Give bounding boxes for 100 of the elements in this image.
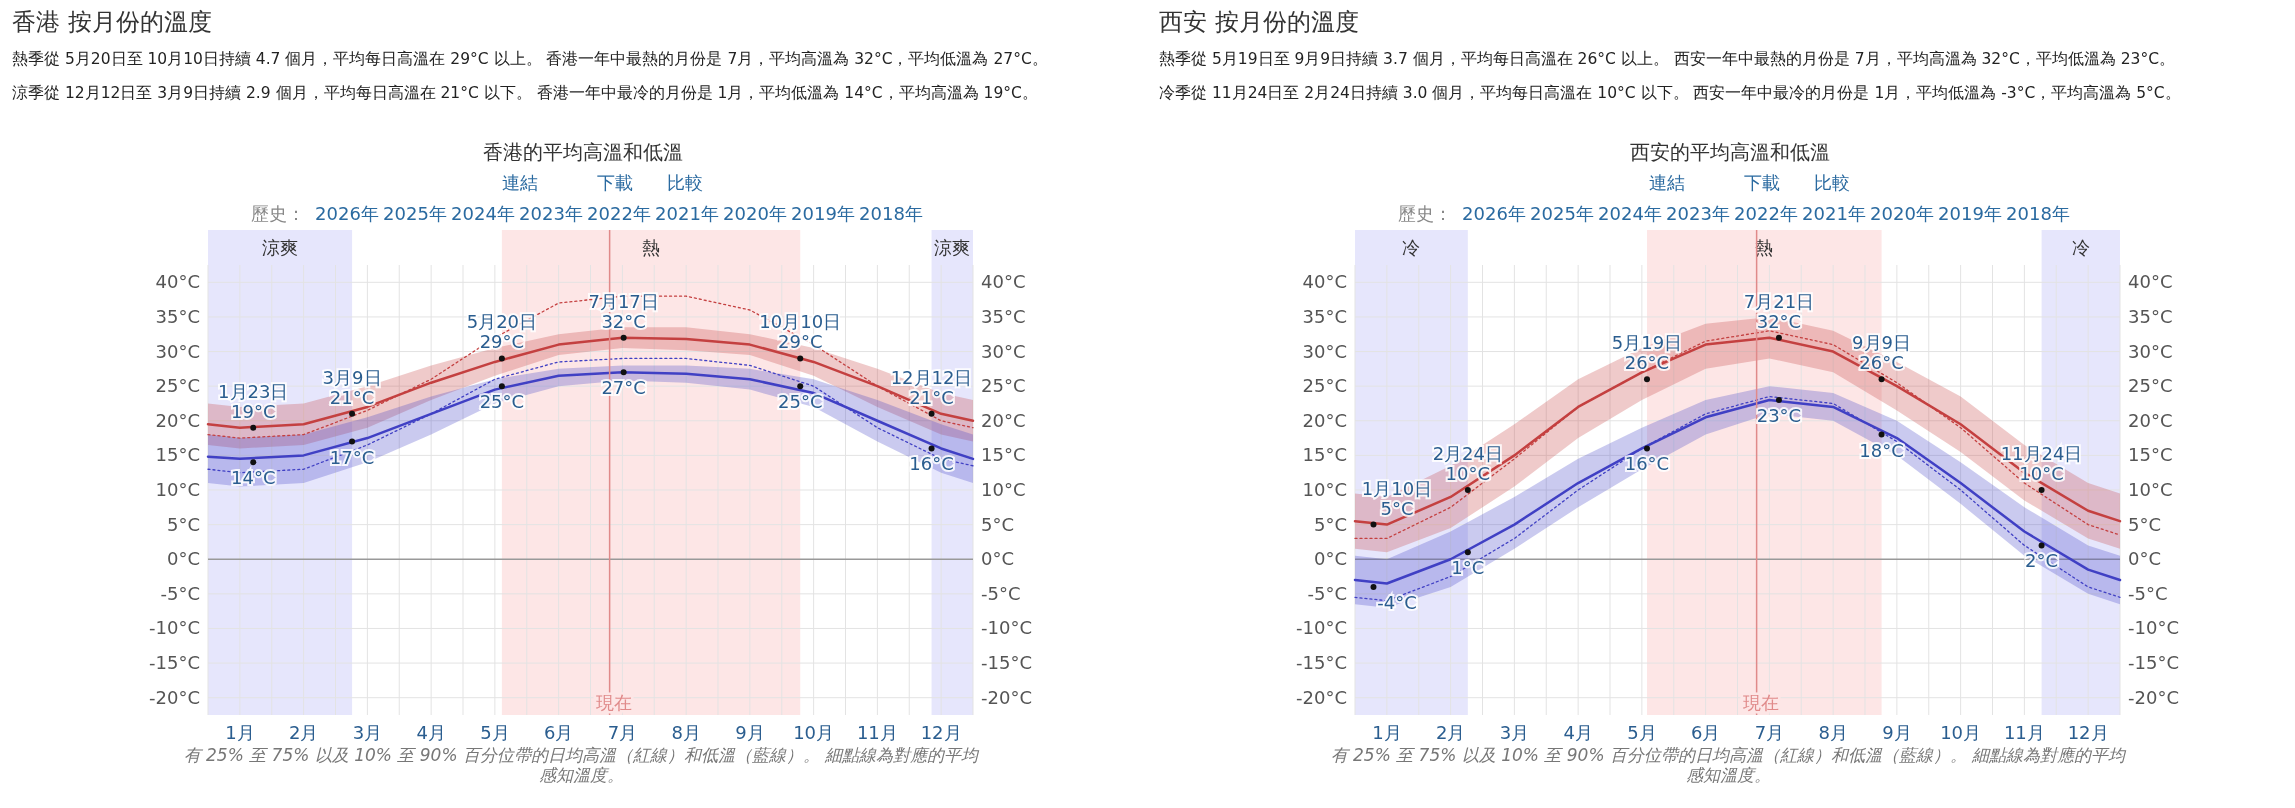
y2-tick-label: 30°C [981,340,1026,362]
y2-tick-label: 10°C [2128,479,2173,500]
text: 連結 [502,172,538,194]
y2-tick-label: 20°C [2128,409,2173,431]
y2-tick-label: 10°C [981,479,1026,500]
text: 2020年 [723,203,787,225]
x-tick-label: 11月 [856,722,898,743]
text: 比較 [1814,172,1850,194]
x-tick-label: 8月 [1818,722,1848,743]
y-tick-label: 30°C [1302,340,1347,362]
y2-tick-label: -5°C [981,582,1021,604]
x-tick-label: 5月 [1627,722,1657,743]
y-tick-label: 30°C [155,340,200,362]
x-tick-label: 12月 [2067,722,2109,743]
annotation: 16°C [1624,453,1670,475]
y2-tick-label: -10°C [2128,617,2179,639]
annotation: 27°C [601,377,646,399]
x-tick-label: 12月 [920,722,962,743]
y2-tick-label: 15°C [981,444,1026,466]
text: 2021年 [1802,203,1866,225]
text: 2026年 [315,203,379,225]
text: 下載 [1744,172,1780,194]
y-tick-label: -10°C [1296,617,1347,639]
text: 2023年 [1666,203,1730,225]
x-tick-label: 9月 [1882,722,1912,743]
x-tick-label: 7月 [607,722,638,743]
annotation: 23°C [1756,405,1802,426]
x-tick-label: 6月 [1690,722,1721,743]
text: 2022年 [587,203,651,225]
annotation: 25°C [778,391,823,413]
y2-tick-label: -15°C [981,652,1032,674]
band-label: 冷 [1402,237,1421,258]
y2-tick-label: 25°C [981,375,1026,397]
y2-tick-label: 15°C [2128,444,2173,466]
band-label: 冷 [2071,237,2090,258]
y2-tick-label: -20°C [2128,686,2179,708]
x-tick-label: 11月 [2003,722,2045,743]
y2-tick-label: 20°C [981,409,1026,431]
text: 有 25% 至 75% 以及 10% 至 90% 百分位帶的日均高溫（紅線）和低溫（藍線）。 細點線為對應的平均感知溫度。 [1329,745,2127,786]
y-tick-label: -5°C [160,582,200,604]
y-tick-label: 25°C [1302,375,1347,397]
text: 有 25% 至 75% 以及 10% 至 90% 百分位帶的日均高溫（紅線）和低溫（藍線）。 細點線為對應的平均感知溫度。 [182,745,980,786]
x-tick-label: 2月 [288,722,319,743]
x-tick-label: 5月 [480,722,510,743]
y2-tick-label: 0°C [981,548,1015,570]
annotation: 16°C [909,453,954,475]
y-tick-label: 5°C [1313,513,1347,535]
x-tick-label: 10月 [793,722,835,743]
y2-tick-label: 40°C [981,271,1026,293]
text: 冷季從 11月24日至 2月24日持續 3.0 個月，平均每日高溫在 10°C 以下。 西安一年中最冷的月份是 1月，平均低溫為 -3°C，平均高溫為 5°C。 [1159,84,2181,103]
y2-tick-label: 40°C [2128,271,2173,293]
band-label: 熱 [1755,237,1774,258]
y2-tick-label: -15°C [2128,652,2179,674]
text: 涼季從 12月12日至 3月9日持續 2.9 個月，平均每日高溫在 21°C 以下。 香港一年中最冷的月份是 1月，平均低溫為 14°C，平均高溫為 19°C。 [12,84,1038,103]
x-tick-label: 10月 [1940,722,1982,743]
y2-tick-label: 35°C [981,305,1026,327]
text: 連結 [1649,172,1685,194]
y-tick-label: 0°C [1313,548,1347,570]
annotation: 1月10日 5°C [1361,477,1433,519]
text: 2019年 [1938,203,2002,225]
y-tick-label: 40°C [1302,271,1347,293]
annotation: 7月17日 32°C [588,290,659,332]
y-tick-label: 35°C [155,305,200,327]
y2-tick-label: 5°C [981,513,1015,535]
text: 歷史： [1398,203,1452,225]
y2-tick-label: -20°C [981,686,1032,708]
x-tick-label: 7月 [1754,722,1785,743]
y2-tick-label: -10°C [981,617,1032,639]
annotation: 12月12日 21°C [890,366,973,408]
x-tick-label: 2月 [1435,722,1466,743]
x-tick-label: 1月 [225,722,255,743]
band-label: 涼爽 [934,237,971,258]
y-tick-label: -20°C [1296,686,1347,708]
x-tick-label: 3月 [1499,722,1530,743]
text: 2023年 [519,203,583,225]
y2-tick-label: 30°C [2128,340,2173,362]
y2-tick-label: -5°C [2128,582,2168,604]
y2-tick-label: 0°C [2128,548,2162,570]
text: 2022年 [1734,203,1798,225]
annotation: 2月24日 10°C [1432,443,1504,484]
x-tick-label: 6月 [543,722,574,743]
y-tick-label: -15°C [149,652,200,674]
text: 2024年 [451,203,515,225]
x-tick-label: 9月 [735,722,765,743]
annotation: 14°C [231,467,276,489]
y-tick-label: 20°C [155,409,200,431]
text: 熱季從 5月20日至 10月10日持續 4.7 個月，平均每日高溫在 29°C 以上。 香港一年中最熱的月份是 7月，平均高溫為 32°C，平均低溫為 27°C。 [12,50,1048,69]
text: 2025年 [383,203,447,225]
text: 西安 按月份的溫度 [1159,8,1359,37]
annotation: 2°C [2025,550,2059,572]
line-series [207,295,974,439]
y-tick-label: 20°C [1302,409,1347,431]
chart-title: 香港的平均高溫和低溫 [483,140,683,164]
text: 2018年 [2006,203,2070,225]
y2-tick-label: 25°C [2128,375,2173,397]
y-tick-label: 15°C [1302,444,1347,466]
text: 2018年 [859,203,923,225]
band-label: 涼爽 [262,237,299,258]
y-tick-label: 10°C [1302,479,1347,500]
text: 2024年 [1598,203,1662,225]
